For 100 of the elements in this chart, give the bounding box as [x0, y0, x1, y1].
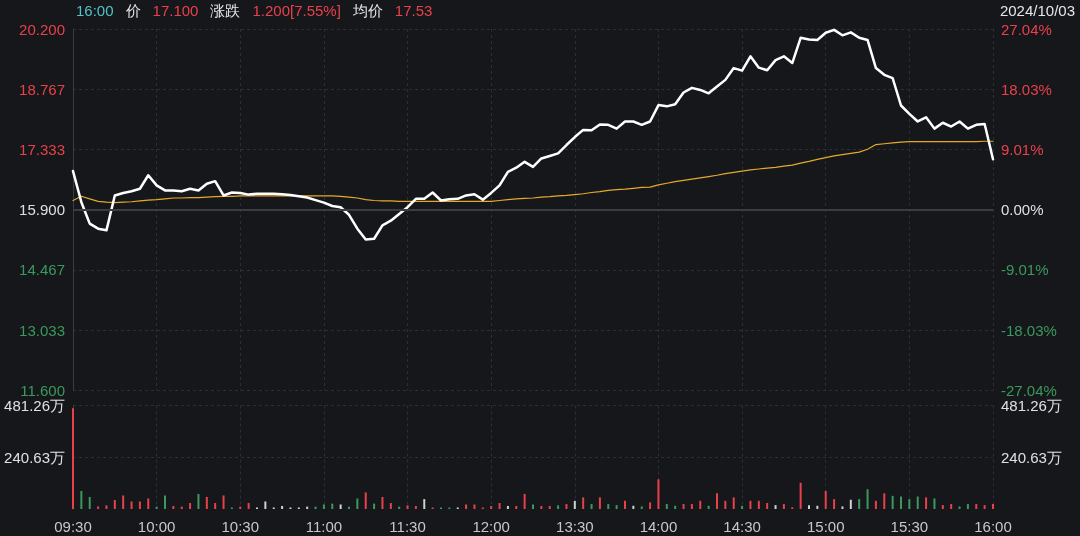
- bar: [824, 490, 827, 509]
- y2-tick-label: -18.03%: [1001, 321, 1057, 339]
- x-tick-label: 11:30: [389, 518, 426, 535]
- bar: [632, 505, 635, 509]
- y-tick-label: 15.900: [19, 201, 65, 219]
- bar: [833, 499, 836, 509]
- bar: [331, 503, 334, 509]
- bar: [138, 501, 141, 509]
- bar: [247, 502, 250, 509]
- bar: [523, 493, 526, 509]
- x-tick-label: 14:30: [723, 518, 761, 535]
- bar: [189, 502, 192, 509]
- bar: [958, 506, 961, 509]
- y-tick-label: 20.200: [19, 20, 65, 38]
- text: 16:00: [76, 2, 114, 19]
- bar: [364, 492, 367, 509]
- bar: [774, 505, 777, 509]
- y-tick-label: 13.033: [19, 321, 65, 339]
- bar: [925, 497, 928, 509]
- bar: [975, 504, 978, 509]
- bar: [105, 505, 108, 509]
- text: 均价: [352, 2, 383, 19]
- bar: [130, 501, 133, 509]
- bar: [707, 505, 710, 509]
- bar: [757, 500, 760, 509]
- bar: [724, 500, 727, 509]
- bar: [950, 504, 953, 509]
- y2-tick-label: -27.04%: [1001, 382, 1057, 399]
- bar: [782, 504, 785, 509]
- x-tick-label: 10:00: [137, 518, 176, 535]
- bar: [147, 498, 150, 509]
- y-tick-label: 17.333: [19, 141, 65, 159]
- bar: [80, 490, 83, 509]
- bar: [732, 497, 735, 509]
- bar: [808, 505, 810, 509]
- bar: [992, 504, 994, 509]
- bar: [607, 504, 610, 509]
- bar: [615, 505, 618, 509]
- bar: [690, 504, 693, 509]
- bar: [465, 504, 468, 509]
- bar: [389, 502, 392, 509]
- bar: [565, 504, 568, 509]
- bar: [640, 506, 643, 509]
- x-tick-label: 15:30: [890, 518, 929, 535]
- bar: [883, 493, 886, 509]
- bar: [557, 505, 560, 509]
- bar: [214, 502, 217, 509]
- bar: [473, 504, 476, 509]
- bar: [874, 500, 877, 509]
- text: 17.53: [394, 2, 433, 19]
- text: 价: [125, 2, 141, 19]
- x-tick-label: 16:00: [974, 518, 1012, 535]
- bar: [498, 502, 501, 509]
- text: 1.200[7.55%]: [252, 2, 341, 19]
- y-tick-label: 11.600: [20, 382, 65, 399]
- bar: [164, 495, 166, 509]
- bar: [172, 505, 175, 509]
- bar: [582, 497, 585, 509]
- bar: [506, 505, 509, 509]
- bar: [97, 506, 100, 509]
- bar: [699, 500, 702, 509]
- bar: [649, 502, 652, 509]
- x-tick-label: 13:30: [556, 518, 594, 535]
- y2-tick-label: -9.01%: [1001, 261, 1049, 279]
- bar: [674, 505, 677, 509]
- bar: [799, 482, 802, 509]
- bar: [540, 505, 543, 509]
- bar: [515, 505, 518, 509]
- bar: [281, 505, 284, 509]
- x-tick-label: 11:00: [305, 518, 343, 535]
- bar: [749, 500, 752, 509]
- bar: [205, 496, 208, 509]
- bar: [983, 505, 986, 509]
- bar: [841, 506, 844, 509]
- x-tick-label: 10:30: [221, 518, 260, 535]
- bar: [88, 496, 91, 509]
- bar: [858, 499, 861, 509]
- x-tick-label: 12:00: [472, 518, 510, 535]
- bar: [682, 504, 685, 509]
- bar: [741, 505, 744, 509]
- bar: [414, 505, 417, 509]
- bar: [598, 497, 601, 509]
- bar: [966, 504, 969, 509]
- text: 涨跌: [210, 2, 241, 19]
- x-tick-label: 14:00: [639, 518, 678, 535]
- bar: [866, 489, 869, 509]
- y2-tick-label: 9.01%: [1001, 141, 1044, 159]
- bar: [908, 499, 911, 509]
- y2-tick-label: 18.03%: [1001, 80, 1052, 98]
- y-tick-label: 18.767: [19, 80, 65, 98]
- bar: [665, 504, 668, 509]
- bar: [657, 479, 660, 509]
- bar: [373, 503, 376, 509]
- text: 17.100: [152, 2, 199, 19]
- bar: [264, 501, 267, 509]
- bar: [766, 502, 769, 509]
- bar: [197, 493, 200, 509]
- bar: [816, 505, 819, 509]
- text: 2024/10/03: [999, 2, 1075, 19]
- y-tick-label: 14.467: [19, 261, 65, 279]
